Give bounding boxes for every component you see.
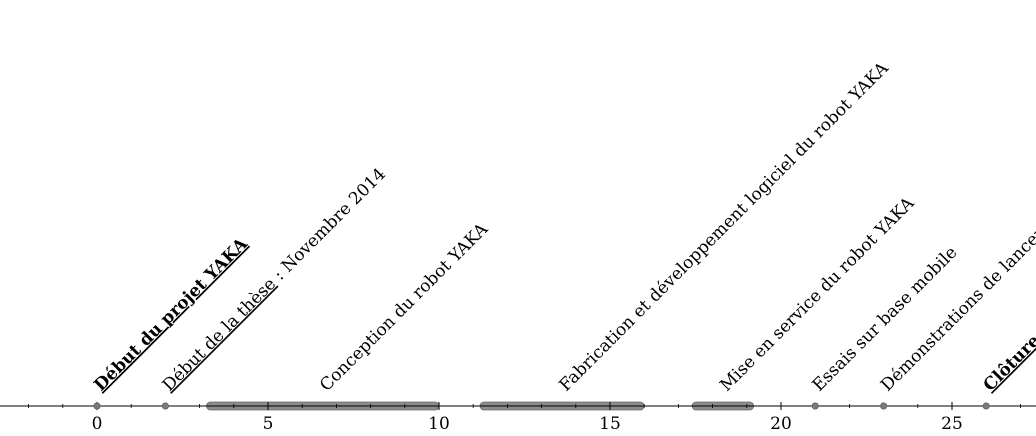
event-point — [162, 403, 168, 409]
event-label-part: Début de la thèse — [159, 274, 280, 395]
event-point — [94, 403, 100, 409]
event-label: Conception du robot YAKA — [316, 219, 493, 396]
event-point — [983, 403, 989, 409]
event-point — [812, 403, 818, 409]
tick-label: 0 — [92, 414, 103, 434]
tick-label: 25 — [941, 414, 963, 434]
tick-label: 20 — [770, 414, 792, 434]
event-point — [880, 403, 886, 409]
event-label: Mise en service du robot YAKA — [716, 193, 919, 396]
tick-label: 10 — [428, 414, 450, 434]
event-label-part: Conception du robot YAKA — [316, 219, 493, 396]
event-label: Fabrication et développement logiciel du… — [556, 58, 894, 396]
event-label-part: : Novembre 2014 — [266, 164, 390, 288]
tick-label: 5 — [263, 414, 274, 434]
event-label-part: Fabrication et développement logiciel du… — [556, 58, 894, 396]
event-label-part: Mise en service du robot YAKA — [716, 193, 919, 396]
tick-label: 15 — [599, 414, 621, 434]
